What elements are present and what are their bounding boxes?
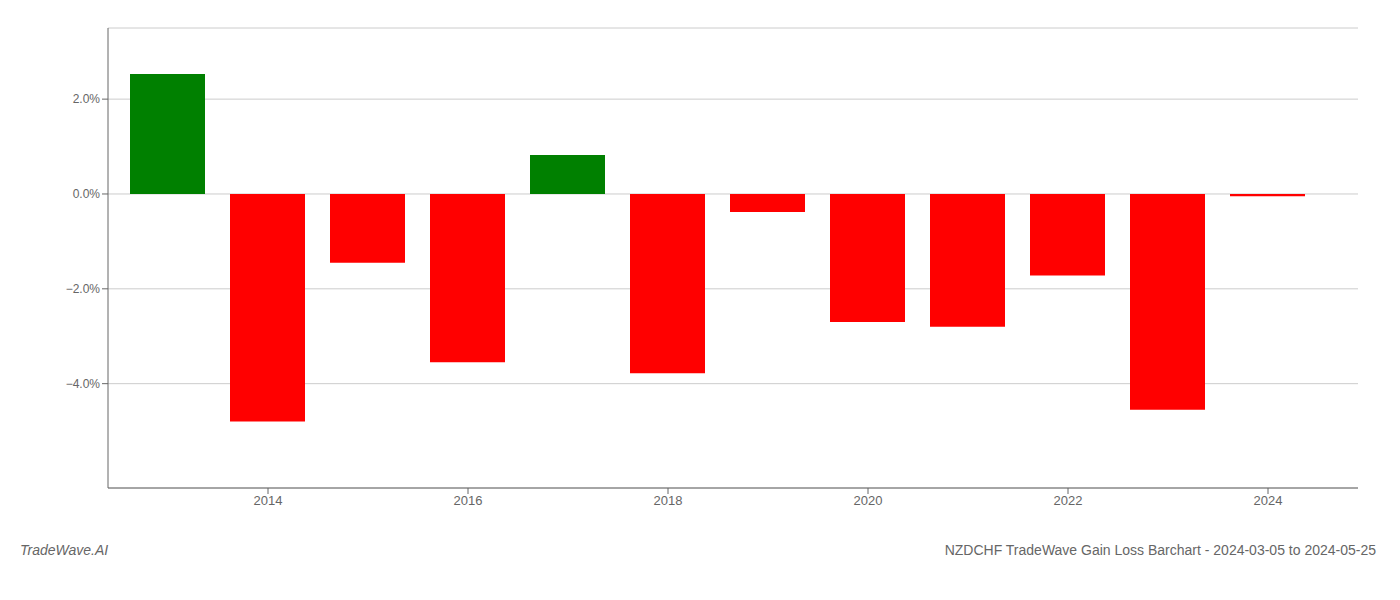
html-text:NZDCHF TradeWave Gain Loss Bar: NZDCHF TradeWave Gain Loss Barchart - 20… xyxy=(944,542,1376,558)
svg-text:2016: 2016 xyxy=(454,493,483,508)
svg-text:2020: 2020 xyxy=(854,493,883,508)
svg-text:2.0%: 2.0% xyxy=(73,92,101,106)
svg-text:0.0%: 0.0% xyxy=(73,187,101,201)
svg-text:−4.0%: −4.0% xyxy=(66,377,101,391)
svg-text:2018: 2018 xyxy=(654,493,683,508)
svg-text:2024: 2024 xyxy=(1254,493,1283,508)
html-text:TradeWave.AI: TradeWave.AI xyxy=(20,542,109,558)
svg-text:2022: 2022 xyxy=(1054,493,1083,508)
svg-text:−2.0%: −2.0% xyxy=(66,282,101,296)
svg-text:2014: 2014 xyxy=(254,493,283,508)
